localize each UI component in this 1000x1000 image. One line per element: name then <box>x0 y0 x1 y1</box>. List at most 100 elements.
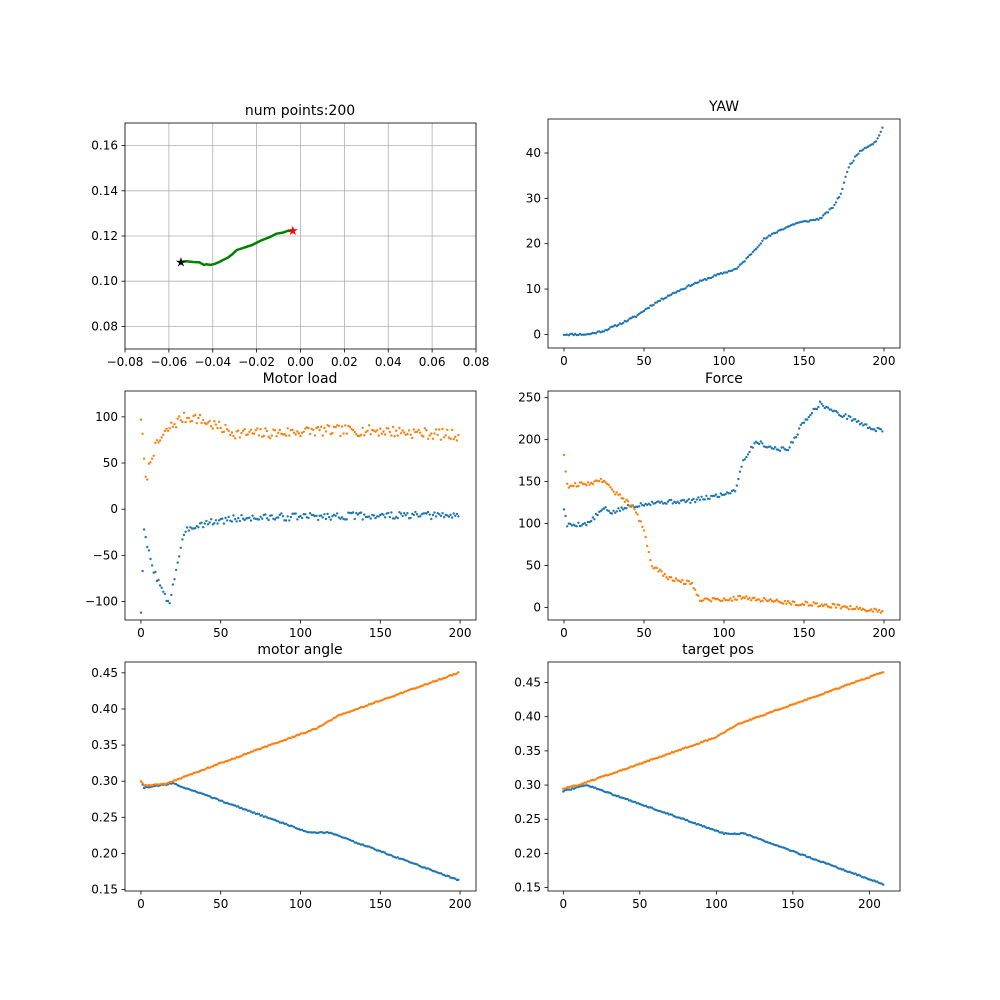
data-point <box>756 246 759 249</box>
data-point <box>782 446 785 449</box>
data-point <box>870 608 873 611</box>
data-point <box>844 413 847 416</box>
data-point <box>277 431 280 434</box>
data-point <box>174 568 178 572</box>
data-point <box>221 799 224 802</box>
x-tick-label: 100 <box>289 626 312 640</box>
data-point <box>858 606 862 609</box>
data-point <box>759 242 762 245</box>
data-point <box>850 161 854 165</box>
data-point <box>665 502 668 505</box>
data-point <box>221 517 224 520</box>
data-point <box>331 431 334 435</box>
data-point <box>715 736 718 739</box>
panel-title: num points:200 <box>245 103 355 119</box>
data-point <box>833 603 836 606</box>
data-point <box>225 519 229 522</box>
y-tick-label: 100 <box>518 517 541 531</box>
data-point <box>334 514 337 517</box>
x-tick-label: 0 <box>137 897 145 911</box>
data-point <box>208 419 211 423</box>
data-point <box>446 514 449 517</box>
data-point <box>179 419 182 422</box>
data-point <box>157 441 160 444</box>
data-point <box>593 518 596 521</box>
data-point <box>205 519 208 523</box>
data-point <box>775 598 778 601</box>
x-tick-label: 150 <box>793 626 816 640</box>
data-point <box>455 512 459 516</box>
data-point <box>588 483 591 486</box>
data-point <box>806 418 809 421</box>
data-point <box>200 421 203 425</box>
data-point <box>395 429 398 432</box>
data-point <box>240 754 243 758</box>
x-tick-label: −0.02 <box>238 355 275 369</box>
data-point <box>144 475 147 478</box>
data-point <box>217 420 221 423</box>
data-point <box>233 437 237 440</box>
data-point <box>216 522 219 525</box>
data-point <box>206 421 210 424</box>
data-point <box>345 518 348 521</box>
data-point <box>210 425 213 428</box>
data-point <box>198 413 202 417</box>
data-point <box>868 426 871 429</box>
panel-trajectory: num points:200 ★★−0.08 −0.06 −0.04 −0.02 0.0… <box>91 103 489 369</box>
data-point <box>331 718 334 721</box>
data-point <box>825 603 828 606</box>
data-point <box>817 218 820 221</box>
data-point <box>141 569 144 573</box>
x-tick-label: −0.04 <box>194 355 231 369</box>
data-point <box>439 438 443 441</box>
data-point <box>434 515 438 518</box>
data-point <box>663 572 666 576</box>
data-point <box>727 599 730 602</box>
data-point <box>415 513 419 516</box>
data-point <box>778 449 782 452</box>
data-point <box>388 515 391 519</box>
data-point <box>253 432 256 435</box>
data-point <box>387 511 390 515</box>
trajectory-line <box>180 229 293 267</box>
data-point <box>868 676 871 679</box>
data-point <box>820 603 823 606</box>
data-point <box>414 510 417 514</box>
data-point <box>171 425 175 428</box>
data-point <box>257 518 261 521</box>
data-point <box>882 671 885 674</box>
data-point <box>358 434 361 438</box>
x-tick-label: 50 <box>636 354 651 368</box>
data-point <box>638 505 641 508</box>
data-point <box>286 515 289 518</box>
data-point <box>798 427 801 430</box>
data-point <box>817 405 820 409</box>
x-tick-label: 100 <box>705 897 728 911</box>
data-point <box>278 513 281 517</box>
data-point <box>455 439 459 442</box>
data-point <box>786 599 790 603</box>
data-point <box>735 484 738 487</box>
data-point <box>163 592 167 596</box>
data-point <box>308 729 312 733</box>
data-point <box>564 514 567 518</box>
y-tick-label: 250 <box>518 391 541 405</box>
y-tick-label: 0 <box>110 502 118 516</box>
data-point <box>735 724 738 727</box>
data-point <box>876 610 879 613</box>
data-point <box>650 500 654 503</box>
x-tick-label: 200 <box>873 626 896 640</box>
data-point <box>184 420 187 424</box>
data-point <box>734 490 737 493</box>
data-point <box>862 148 865 151</box>
data-point <box>232 514 235 517</box>
data-point <box>598 480 601 483</box>
data-point <box>304 427 307 430</box>
data-point <box>401 429 404 432</box>
y-tick-label: 0.45 <box>514 676 541 690</box>
data-point <box>822 692 825 696</box>
series-layer <box>139 411 460 614</box>
data-point <box>834 201 838 204</box>
data-point <box>815 602 818 605</box>
data-point <box>238 436 242 439</box>
